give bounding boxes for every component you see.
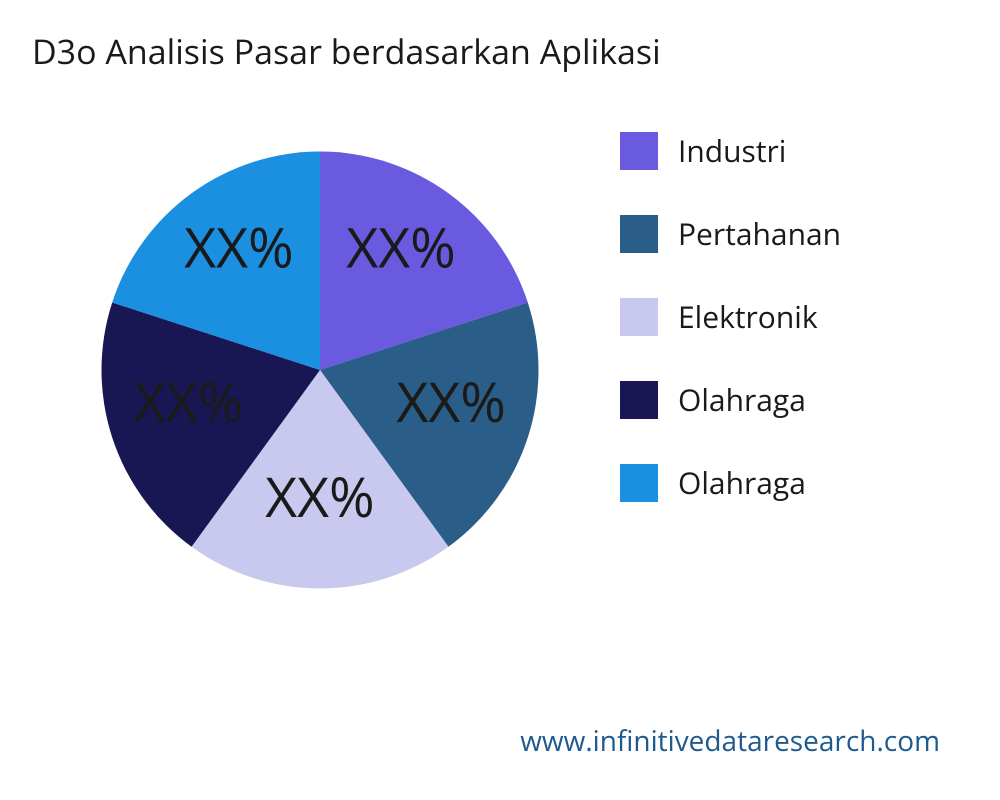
legend-item: Olahraga [620,462,841,503]
legend-swatch [620,381,658,419]
pie-svg: XX% XX% XX% XX% XX% [90,140,550,600]
legend-label: Industri [678,130,786,171]
pie-slice-label: XX% [134,364,243,439]
chart-title: D3o Analisis Pasar berdasarkan Aplikasi [32,28,661,74]
legend-item: Elektronik [620,296,841,337]
legend-item: Industri [620,130,841,171]
legend: Industri Pertahanan Elektronik Olahraga … [620,130,841,503]
legend-swatch [620,132,658,170]
legend-item: Olahraga [620,379,841,420]
legend-label: Elektronik [678,296,818,337]
legend-label: Olahraga [678,462,806,503]
pie-chart: XX% XX% XX% XX% XX% [60,120,580,640]
pie-slice-label: XX% [184,210,293,285]
pie-slice-label: XX% [265,459,374,534]
legend-label: Pertahanan [678,213,841,254]
legend-swatch [620,298,658,336]
footer-source-link[interactable]: www.infinitivedataresearch.com [520,722,940,760]
legend-label: Olahraga [678,379,806,420]
legend-item: Pertahanan [620,213,841,254]
legend-swatch [620,215,658,253]
legend-swatch [620,464,658,502]
pie-slice-label: XX% [397,364,506,439]
pie-slice-label: XX% [346,210,455,285]
